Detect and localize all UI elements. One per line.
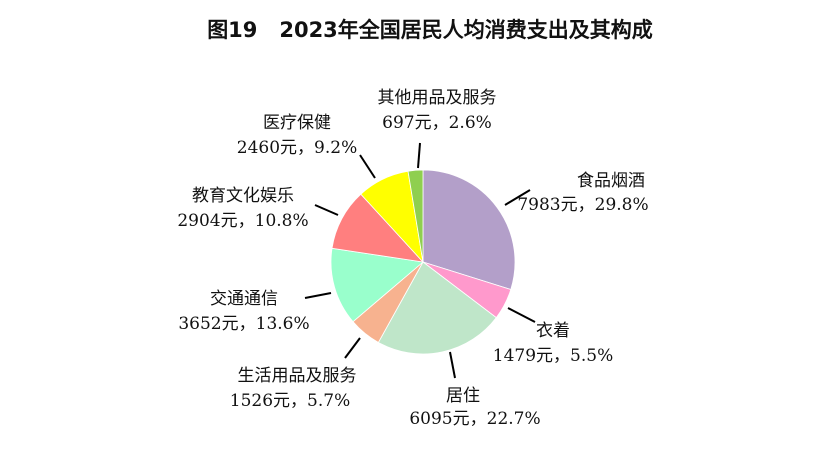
slice-value-label: 2460元，9.2% [237, 138, 357, 158]
slice-name-label: 其他用品及服务 [378, 88, 497, 108]
pie-slice-7 [407, 169, 424, 263]
slice-value-label: 1526元，5.7% [230, 391, 350, 411]
slice-name-label: 居住 [446, 386, 480, 406]
leader-line [304, 292, 332, 299]
chart-title: 图19 2023年全国居民人均消费支出及其构成 [207, 18, 653, 42]
slice-name-label: 生活用品及服务 [238, 366, 357, 386]
slice-value-label: 6095元，22.7% [409, 409, 540, 429]
slice-name-label: 医疗保健 [263, 113, 331, 133]
slice-value-label: 3652元，13.6% [178, 314, 309, 334]
slice-name-label: 食品烟酒 [577, 171, 645, 191]
leader-line [314, 204, 339, 216]
leader-line [359, 154, 376, 179]
pie-slice-2 [377, 261, 497, 355]
slice-value-label: 697元，2.6% [382, 113, 492, 133]
leader-line [504, 189, 531, 206]
slice-name-label: 衣着 [536, 321, 570, 341]
pie-slice-0 [422, 169, 516, 290]
pie-slice-4 [330, 247, 424, 323]
leader-line [344, 337, 361, 359]
slice-name-label: 交通通信 [210, 289, 278, 309]
slice-name-label: 教育文化娱乐 [192, 186, 294, 206]
leader-line [507, 307, 536, 323]
leader-line [417, 142, 421, 169]
slice-value-label: 1479元，5.5% [493, 346, 613, 366]
slice-value-label: 2904元，10.8% [177, 211, 308, 231]
slice-value-label: 7983元，29.8% [517, 195, 648, 215]
leader-line [449, 351, 456, 379]
